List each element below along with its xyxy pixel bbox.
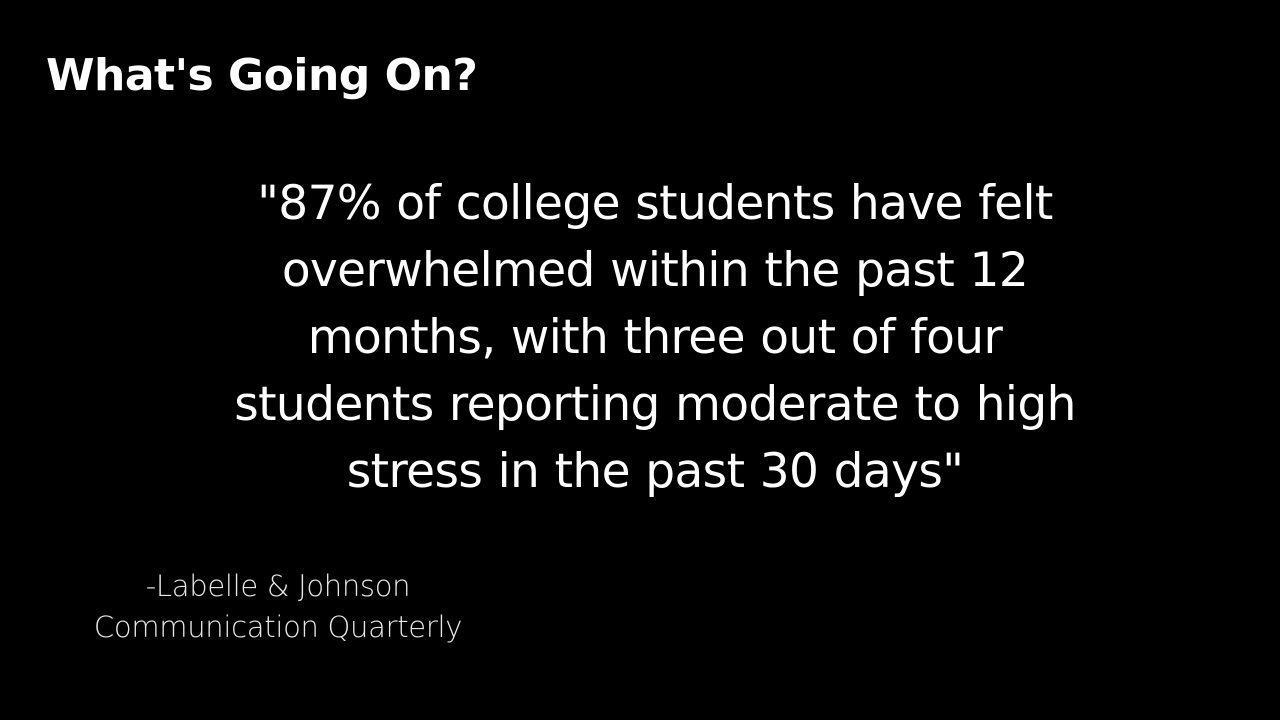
citation: -Labelle & Johnson Communication Quarter… (60, 566, 496, 648)
quote-line: "87% of college students have felt (257, 176, 1053, 231)
citation-authors: -Labelle & Johnson (145, 569, 411, 603)
quote-line: students reporting moderate to high (234, 377, 1076, 432)
quote-line: months, with three out of four (307, 310, 1003, 365)
citation-source: Communication Quarterly (93, 610, 463, 644)
quote-block: "87% of college students have felt overw… (160, 170, 1150, 505)
slide-title: What's Going On? (46, 50, 478, 101)
quote-line: stress in the past 30 days" (346, 444, 964, 499)
quote-line: overwhelmed within the past 12 (281, 243, 1029, 298)
